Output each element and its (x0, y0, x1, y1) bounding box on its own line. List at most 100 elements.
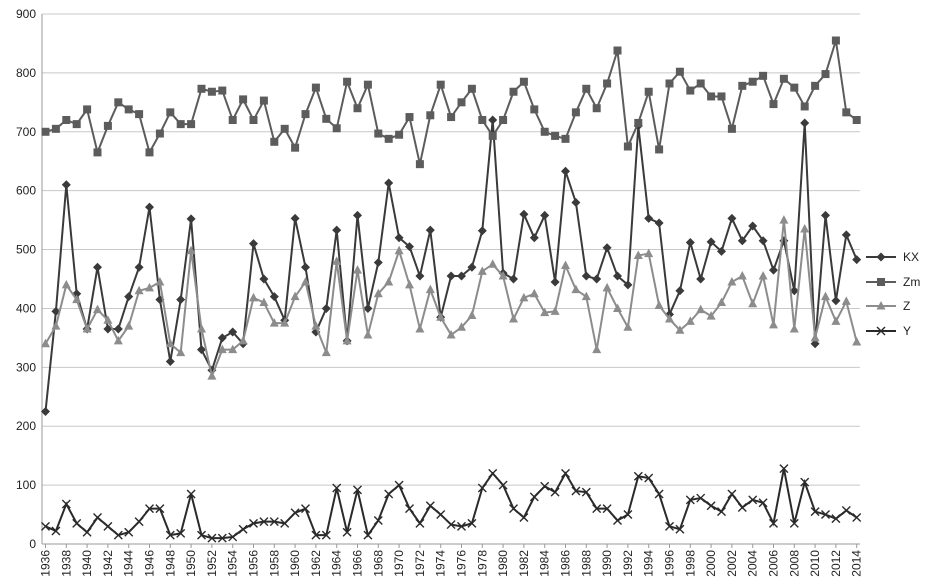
data-point (581, 487, 591, 497)
data-point (592, 344, 602, 354)
data-point (239, 95, 248, 104)
plot-area (41, 36, 862, 543)
data-point (207, 87, 216, 96)
data-point (696, 274, 706, 284)
series-line (44, 220, 858, 380)
data-point (218, 86, 227, 95)
data-point (665, 79, 674, 88)
legend-label: Zm (903, 275, 920, 289)
data-point (633, 471, 643, 481)
series-line (45, 40, 858, 165)
data-point (415, 518, 425, 528)
x-tick-label: 1960 (288, 550, 302, 577)
data-point (717, 507, 726, 517)
data-point-stroke (373, 515, 383, 525)
data-point-stroke (477, 483, 487, 493)
x-tick-label: 1968 (371, 550, 385, 577)
data-point (737, 271, 747, 280)
x-tick-label: 2008 (787, 550, 801, 577)
data-point-stroke (207, 533, 217, 543)
gridlines (42, 13, 860, 486)
data-point (436, 510, 446, 520)
x-tick-label: 1984 (538, 550, 552, 577)
data-point (831, 514, 841, 524)
data-point-stroke (41, 521, 50, 531)
data-point (613, 515, 622, 525)
x-tick-label: 1948 (163, 550, 177, 577)
data-point (145, 148, 154, 157)
data-point (498, 480, 508, 490)
x-tick-label: 1940 (80, 550, 94, 577)
data-point (582, 84, 591, 93)
data-point-stroke (269, 517, 279, 527)
data-point (436, 80, 445, 89)
data-point (405, 242, 414, 252)
data-point (717, 297, 726, 307)
data-point-stroke (841, 505, 851, 515)
data-point (769, 100, 778, 109)
data-point-stroke (93, 513, 102, 522)
data-point (176, 528, 186, 538)
data-point-stroke (436, 510, 446, 520)
data-point (457, 322, 466, 331)
data-point (841, 296, 851, 305)
data-point (821, 291, 830, 301)
data-point-stroke (342, 527, 352, 537)
series-zm (41, 36, 861, 169)
data-point (51, 124, 60, 133)
data-point-stroke (488, 468, 498, 478)
data-point-stroke (51, 526, 61, 536)
data-point (737, 236, 747, 246)
data-point (197, 84, 206, 93)
data-point-stroke (592, 504, 602, 514)
data-point (342, 527, 352, 537)
data-point (675, 325, 685, 334)
data-point (876, 301, 886, 310)
data-point (113, 530, 123, 540)
data-point (602, 243, 612, 253)
x-tick-label: 1974 (434, 550, 448, 577)
data-point (332, 225, 342, 235)
data-point (384, 276, 394, 286)
x-tick-label: 2006 (767, 550, 781, 577)
data-point (103, 315, 113, 324)
data-point-stroke (633, 471, 643, 481)
data-point (529, 492, 539, 502)
series-kx (41, 115, 862, 416)
data-point (571, 486, 581, 496)
data-point (249, 292, 258, 302)
data-point (467, 518, 477, 528)
data-point (353, 210, 362, 220)
data-point (467, 310, 477, 320)
data-point (384, 178, 394, 188)
data-point (280, 518, 290, 528)
data-point (529, 288, 539, 298)
data-point (82, 527, 92, 537)
data-point-stroke (176, 528, 186, 538)
data-point-stroke (238, 524, 248, 534)
data-point (165, 530, 175, 540)
legend-label: Z (903, 299, 910, 313)
data-point-stroke (561, 468, 570, 478)
data-point (821, 510, 830, 520)
legend-label: Y (903, 324, 911, 338)
data-point (217, 333, 227, 343)
data-point-stroke (321, 530, 331, 540)
data-point-stroke (748, 495, 758, 505)
data-point (685, 316, 695, 325)
data-point (290, 213, 300, 223)
data-point-stroke (72, 518, 82, 528)
data-point (134, 262, 144, 272)
data-point (758, 498, 768, 508)
data-point (72, 120, 81, 129)
data-point (290, 508, 300, 518)
data-point (425, 225, 435, 235)
data-point (124, 321, 134, 330)
data-point (654, 218, 664, 228)
data-point (519, 209, 529, 219)
data-point-stroke (197, 530, 206, 540)
data-point (623, 510, 633, 520)
data-point (519, 292, 529, 302)
data-point-stroke (876, 326, 886, 336)
data-point (238, 335, 248, 345)
